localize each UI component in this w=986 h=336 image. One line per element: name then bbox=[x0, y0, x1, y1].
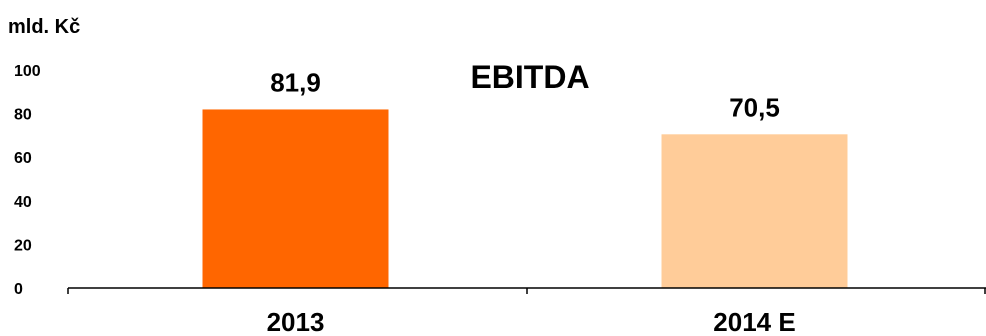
data-label: 81,9 bbox=[270, 67, 321, 97]
y-tick-label: 20 bbox=[14, 237, 32, 254]
category-label: 2013 bbox=[267, 307, 325, 336]
y-tick-label: 0 bbox=[14, 281, 23, 298]
bar-2013 bbox=[202, 109, 389, 288]
data-labels: 81,9 70,5 bbox=[270, 67, 780, 122]
y-tick-label: 60 bbox=[14, 150, 32, 167]
chart-title: EBITDA bbox=[470, 59, 589, 95]
category-labels: 2013 2014 E bbox=[267, 307, 796, 336]
bars bbox=[202, 109, 848, 288]
y-tick-label: 40 bbox=[14, 194, 32, 211]
y-tick-label: 100 bbox=[14, 63, 41, 80]
category-label: 2014 E bbox=[713, 307, 795, 336]
bar-2014-e bbox=[661, 134, 848, 288]
data-label: 70,5 bbox=[729, 92, 780, 122]
y-axis-ticks: 0 20 40 60 80 100 bbox=[14, 63, 41, 298]
y-tick-label: 80 bbox=[14, 107, 32, 124]
y-axis-label: mld. Kč bbox=[8, 16, 80, 38]
x-axis bbox=[67, 287, 986, 294]
